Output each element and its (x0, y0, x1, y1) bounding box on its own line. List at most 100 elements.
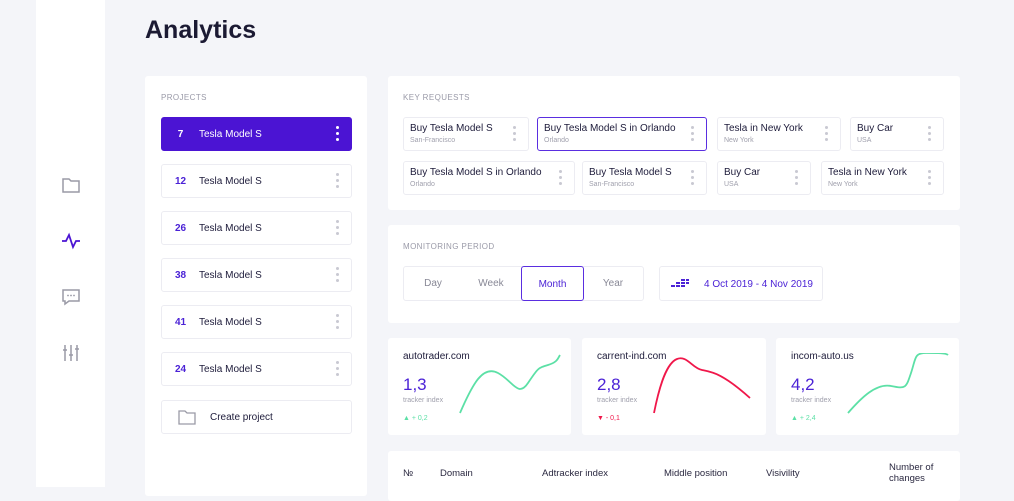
project-item[interactable]: 12 Tesla Model S (161, 164, 352, 198)
key-requests-label: KEY REQUESTS (403, 93, 470, 102)
project-item[interactable]: 26 Tesla Model S (161, 211, 352, 245)
sparkline-line (653, 357, 751, 414)
more-icon[interactable] (513, 126, 516, 144)
project-name: Tesla Model S (199, 316, 262, 328)
stat-domain: incom-auto.us (791, 351, 854, 362)
col-adtracker-index[interactable]: Adtracker index (542, 468, 609, 479)
key-request-location: Orlando (410, 181, 435, 188)
page-title: Analytics (145, 16, 257, 44)
more-icon[interactable] (795, 170, 798, 188)
key-request-chip[interactable]: Buy Tesla Model S in Orlando Orlando (537, 117, 707, 151)
project-number: 24 (174, 363, 187, 375)
stat-change: ▲ + 0,2 (403, 415, 428, 422)
col-number[interactable]: № (403, 468, 414, 479)
more-icon[interactable] (336, 361, 340, 379)
key-request-title: Buy Tesla Model S in Orlando (544, 123, 676, 134)
key-request-chip[interactable]: Buy Tesla Model S San-Francisco (403, 117, 529, 151)
col-middle-position[interactable]: Middle position (664, 468, 728, 479)
stat-value: 2,8 (597, 375, 621, 394)
key-request-location: USA (857, 137, 872, 144)
project-item[interactable]: 24 Tesla Model S (161, 352, 352, 386)
more-icon[interactable] (336, 173, 340, 191)
stat-change: ▲ + 2,4 (791, 415, 816, 422)
stat-domain: autotrader.com (403, 351, 470, 362)
folder-icon (178, 410, 196, 425)
create-project-button[interactable]: Create project (161, 400, 352, 434)
period-selector: Day Week Month Year (403, 266, 644, 301)
col-visibility[interactable]: Visivility (766, 468, 800, 479)
key-request-title: Buy Tesla Model S (410, 123, 493, 134)
key-request-location: San-Francisco (410, 137, 456, 144)
domains-table: № Domain Adtracker index Middle position… (388, 451, 960, 501)
stat-domain: carrent-ind.com (597, 351, 667, 362)
calendar-icon (671, 279, 689, 287)
key-request-chip[interactable]: Buy Tesla Model S San-Francisco (582, 161, 707, 195)
key-requests-panel: KEY REQUESTS Buy Tesla Model S San-Franci… (388, 76, 960, 210)
sparkline-chart (847, 353, 949, 414)
key-request-location: USA (724, 181, 739, 188)
stat-value: 4,2 (791, 375, 815, 394)
project-name: Tesla Model S (199, 363, 262, 375)
key-request-title: Buy Tesla Model S (589, 167, 672, 178)
period-week[interactable]: Week (478, 278, 504, 289)
date-range-picker[interactable]: 4 Oct 2019 - 4 Nov 2019 (659, 266, 823, 301)
project-number: 26 (174, 222, 187, 234)
activity-icon[interactable] (60, 230, 82, 252)
projects-label: PROJECTS (161, 93, 207, 102)
sliders-icon[interactable] (60, 342, 82, 364)
project-item[interactable]: 7 Tesla Model S (161, 117, 352, 151)
key-request-location: San-Francisco (589, 181, 635, 188)
key-request-chip[interactable]: Buy Car USA (717, 161, 811, 195)
key-request-location: Orlando (544, 137, 569, 144)
sparkline-chart (653, 357, 751, 414)
more-icon[interactable] (336, 267, 340, 285)
key-request-location: New York (724, 137, 754, 144)
key-request-chip[interactable]: Tesla in New York New York (717, 117, 841, 151)
folder-icon[interactable] (60, 174, 82, 196)
key-request-title: Buy Car (857, 123, 894, 134)
project-name: Tesla Model S (199, 128, 262, 140)
key-request-chip[interactable]: Buy Car USA (850, 117, 944, 151)
stat-caption: tracker index (597, 397, 638, 404)
project-name: Tesla Model S (199, 222, 262, 234)
more-icon[interactable] (825, 126, 828, 144)
stat-caption: tracker index (791, 397, 832, 404)
period-day[interactable]: Day (424, 278, 442, 289)
create-project-label: Create project (210, 411, 273, 423)
project-number: 12 (174, 175, 187, 187)
more-icon[interactable] (928, 126, 931, 144)
more-icon[interactable] (691, 170, 694, 188)
more-icon[interactable] (336, 220, 340, 238)
more-icon[interactable] (691, 126, 694, 144)
col-number-of-changes[interactable]: Number of changes (889, 462, 934, 484)
projects-panel: PROJECTS 7 Tesla Model S 12 Tesla Model S 26… (145, 76, 367, 496)
key-request-title: Buy Car (724, 167, 761, 178)
key-request-chip[interactable]: Buy Tesla Model S in Orlando Orlando (403, 161, 575, 195)
more-icon[interactable] (928, 170, 931, 188)
sidebar (36, 0, 105, 487)
key-request-title: Tesla in New York (828, 167, 907, 178)
stat-card[interactable]: carrent-ind.com 2,8 tracker index ▼ - 0,1 (582, 338, 766, 435)
date-range-text: 4 Oct 2019 - 4 Nov 2019 (704, 279, 813, 290)
key-request-location: New York (828, 181, 858, 188)
project-name: Tesla Model S (199, 269, 262, 281)
stat-card[interactable]: incom-auto.us 4,2 tracker index ▲ + 2,4 (776, 338, 959, 435)
key-request-chip[interactable]: Tesla in New York New York (821, 161, 944, 195)
period-year[interactable]: Year (602, 278, 624, 289)
project-number: 7 (177, 128, 184, 140)
project-item[interactable]: 41 Tesla Model S (161, 305, 352, 339)
project-name: Tesla Model S (199, 175, 262, 187)
project-number: 41 (174, 316, 187, 328)
project-number: 38 (174, 269, 187, 281)
sparkline-chart (459, 354, 561, 414)
period-month[interactable]: Month (521, 266, 584, 301)
chat-icon[interactable] (60, 286, 82, 308)
stat-card[interactable]: autotrader.com 1,3 tracker index ▲ + 0,2 (388, 338, 571, 435)
project-item[interactable]: 38 Tesla Model S (161, 258, 352, 292)
more-icon[interactable] (336, 314, 340, 332)
more-icon[interactable] (336, 126, 340, 144)
sparkline-line (459, 354, 561, 414)
key-request-title: Buy Tesla Model S in Orlando (410, 167, 542, 178)
more-icon[interactable] (559, 170, 562, 188)
col-domain[interactable]: Domain (440, 468, 473, 479)
